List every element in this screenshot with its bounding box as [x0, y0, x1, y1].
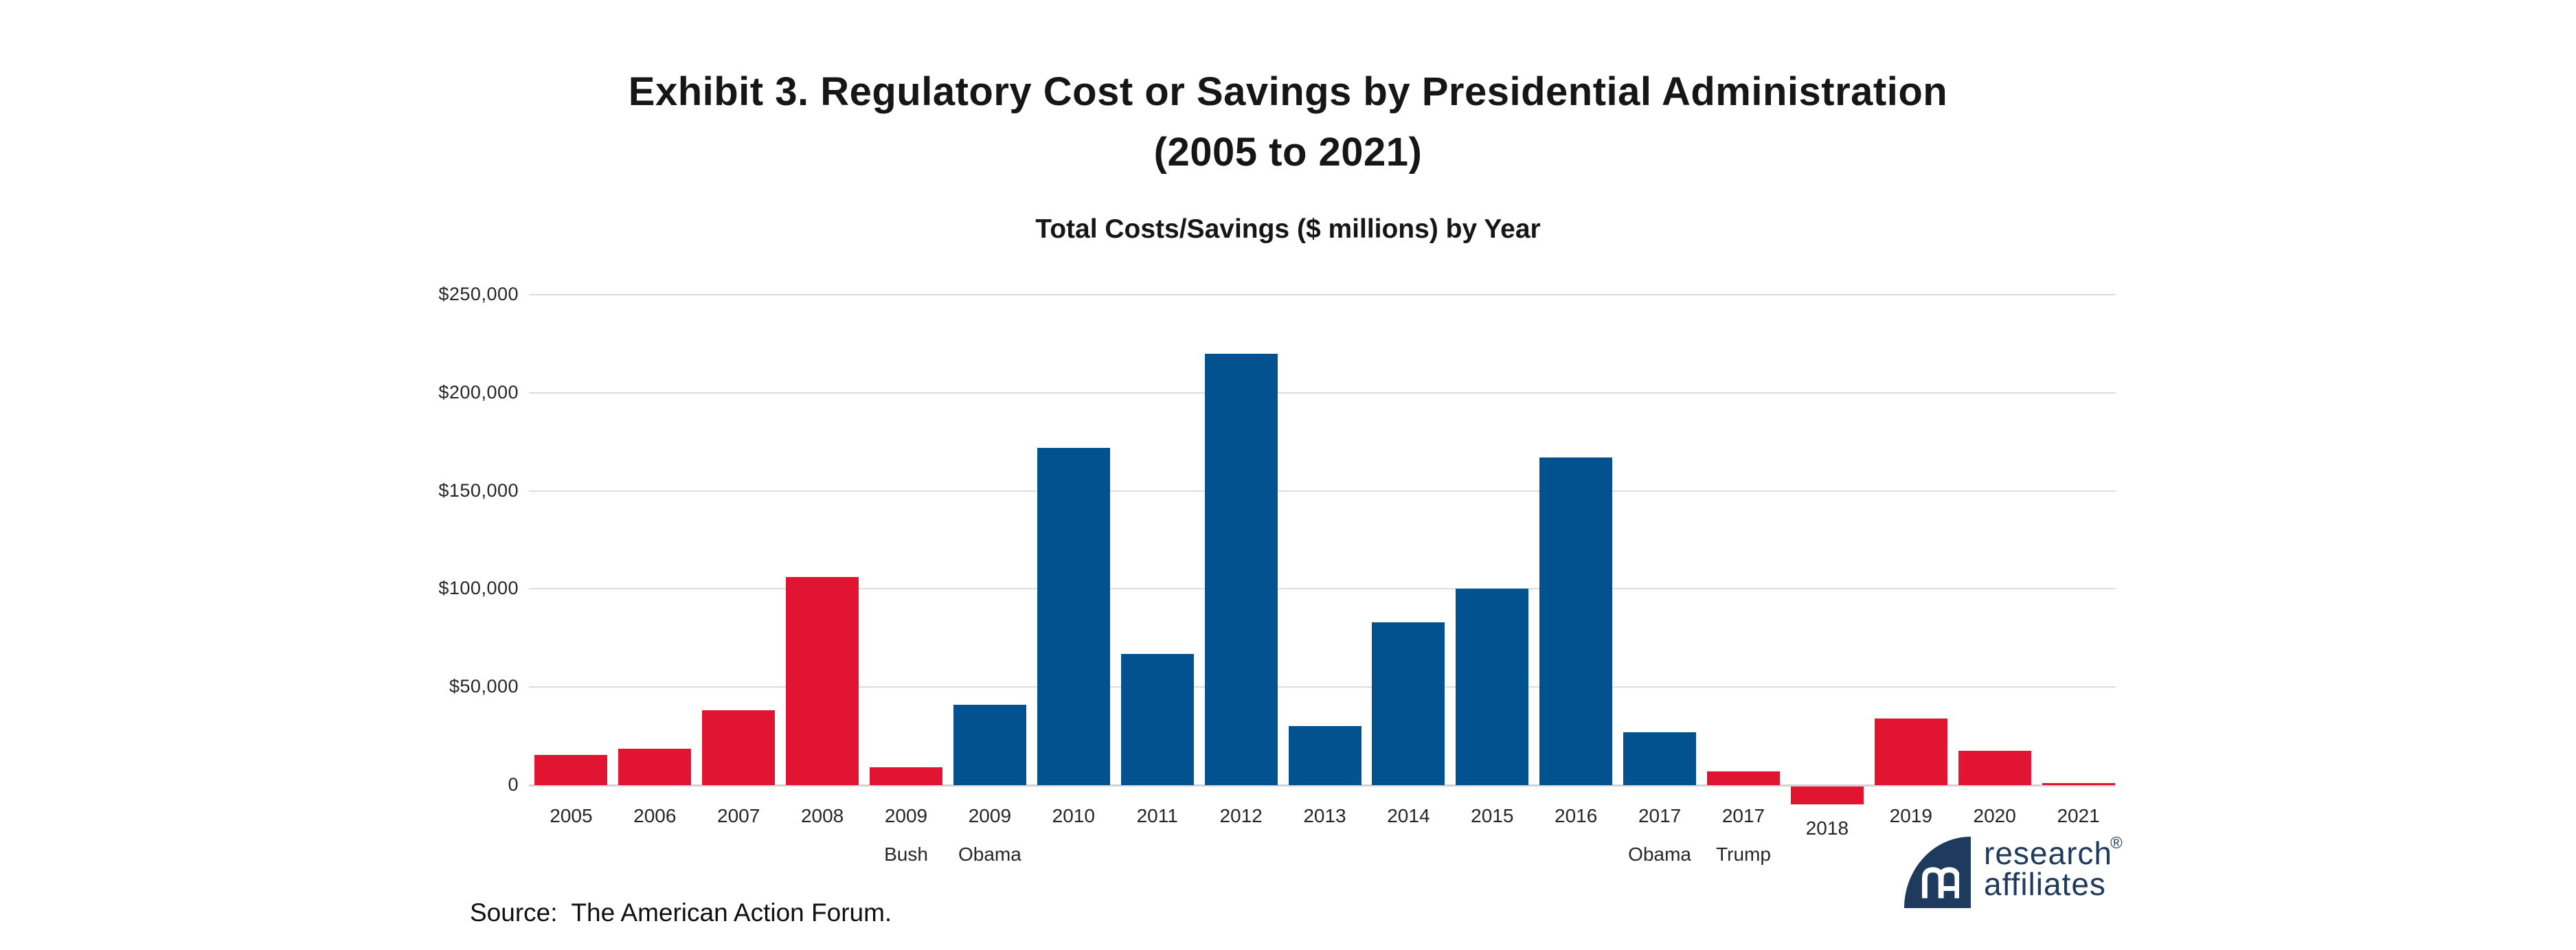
bar-2014: [1372, 622, 1445, 785]
x-tick-label: 2012: [1219, 805, 1263, 826]
bar-2007: [702, 710, 776, 785]
x-tick-label: 2011: [1136, 805, 1178, 826]
bar-2018: [1790, 787, 1864, 804]
x-tick-sublabel: Bush: [884, 844, 928, 865]
x-tick-label: 2013: [1303, 805, 1346, 826]
x-tick-sublabel: Obama: [1628, 844, 1691, 865]
bar-2009-bush: [870, 767, 942, 785]
bar-2020: [1958, 751, 2031, 785]
bar-2006: [618, 749, 692, 785]
chart-subtitle: Total Costs/Savings ($ millions) by Year: [1035, 214, 1541, 244]
gridline: [529, 392, 2116, 394]
x-tick-label: 2009: [884, 805, 928, 826]
gridline: [529, 294, 2116, 295]
x-tick-label: 2016: [1555, 805, 1598, 826]
bar-2019: [1874, 718, 1947, 785]
bar-2010: [1037, 447, 1110, 785]
bar-2015: [1456, 589, 1529, 785]
registered-trademark-icon: ®: [2110, 834, 2123, 852]
x-tick-sublabel: Trump: [1716, 844, 1771, 865]
bar-2017-obama: [1623, 732, 1697, 785]
chart-title-line2: (2005 to 2021): [1153, 130, 1423, 174]
y-tick-label: $50,000: [449, 676, 519, 697]
source-note: Source: The American Action Forum.: [470, 898, 892, 927]
bar-2012: [1204, 353, 1278, 785]
logo-sail-shape: [1904, 837, 1971, 908]
bar-2021: [2042, 783, 2115, 785]
y-tick-label: $100,000: [438, 578, 519, 599]
x-tick-label: 2010: [1052, 805, 1095, 826]
bar-2005: [534, 754, 608, 785]
x-tick-label: 2007: [717, 805, 760, 826]
bar-2011: [1120, 653, 1194, 785]
x-tick-sublabel: Obama: [958, 844, 1021, 865]
x-tick-label: 2021: [2057, 805, 2100, 826]
y-tick-label: $150,000: [438, 479, 519, 501]
y-tick-label: $250,000: [438, 284, 519, 304]
gridline: [529, 490, 2116, 492]
x-tick-label: 2006: [633, 805, 677, 826]
logo-wordmark: research affiliates: [1984, 835, 2112, 902]
x-tick-label: 2005: [550, 805, 593, 826]
x-tick-label: 2017: [1638, 805, 1682, 826]
x-tick-label: 2017: [1721, 805, 1765, 826]
logo-word-affiliates: affiliates: [1984, 866, 2106, 902]
bar-2013: [1288, 726, 1362, 785]
x-tick-label: 2019: [1889, 805, 1932, 826]
bar-2009-obama: [953, 704, 1026, 785]
ra-monogram-icon: [1921, 867, 1959, 898]
x-tick-label: 2020: [1973, 805, 2016, 826]
x-tick-label: 2014: [1387, 805, 1430, 826]
x-tick-label: 2015: [1471, 805, 1514, 826]
gridline: [529, 588, 2116, 590]
bar-2016: [1539, 457, 1613, 785]
bar-2017-trump: [1707, 771, 1780, 785]
x-tick-label: 2018: [1805, 817, 1849, 839]
y-tick-label: $200,000: [438, 381, 519, 403]
research-affiliates-logo: research affiliates ®: [1904, 834, 2151, 918]
bar-2008: [786, 577, 859, 785]
y-tick-label: 0: [508, 774, 519, 795]
x-tick-label: 2008: [800, 805, 844, 826]
gridline: [529, 686, 2116, 688]
x-tick-label: 2009: [968, 805, 1012, 826]
chart-title-line1: Exhibit 3. Regulatory Cost or Savings by…: [628, 69, 1948, 114]
logo-word-research: research: [1984, 835, 2112, 871]
x-axis-line: [529, 784, 2116, 787]
